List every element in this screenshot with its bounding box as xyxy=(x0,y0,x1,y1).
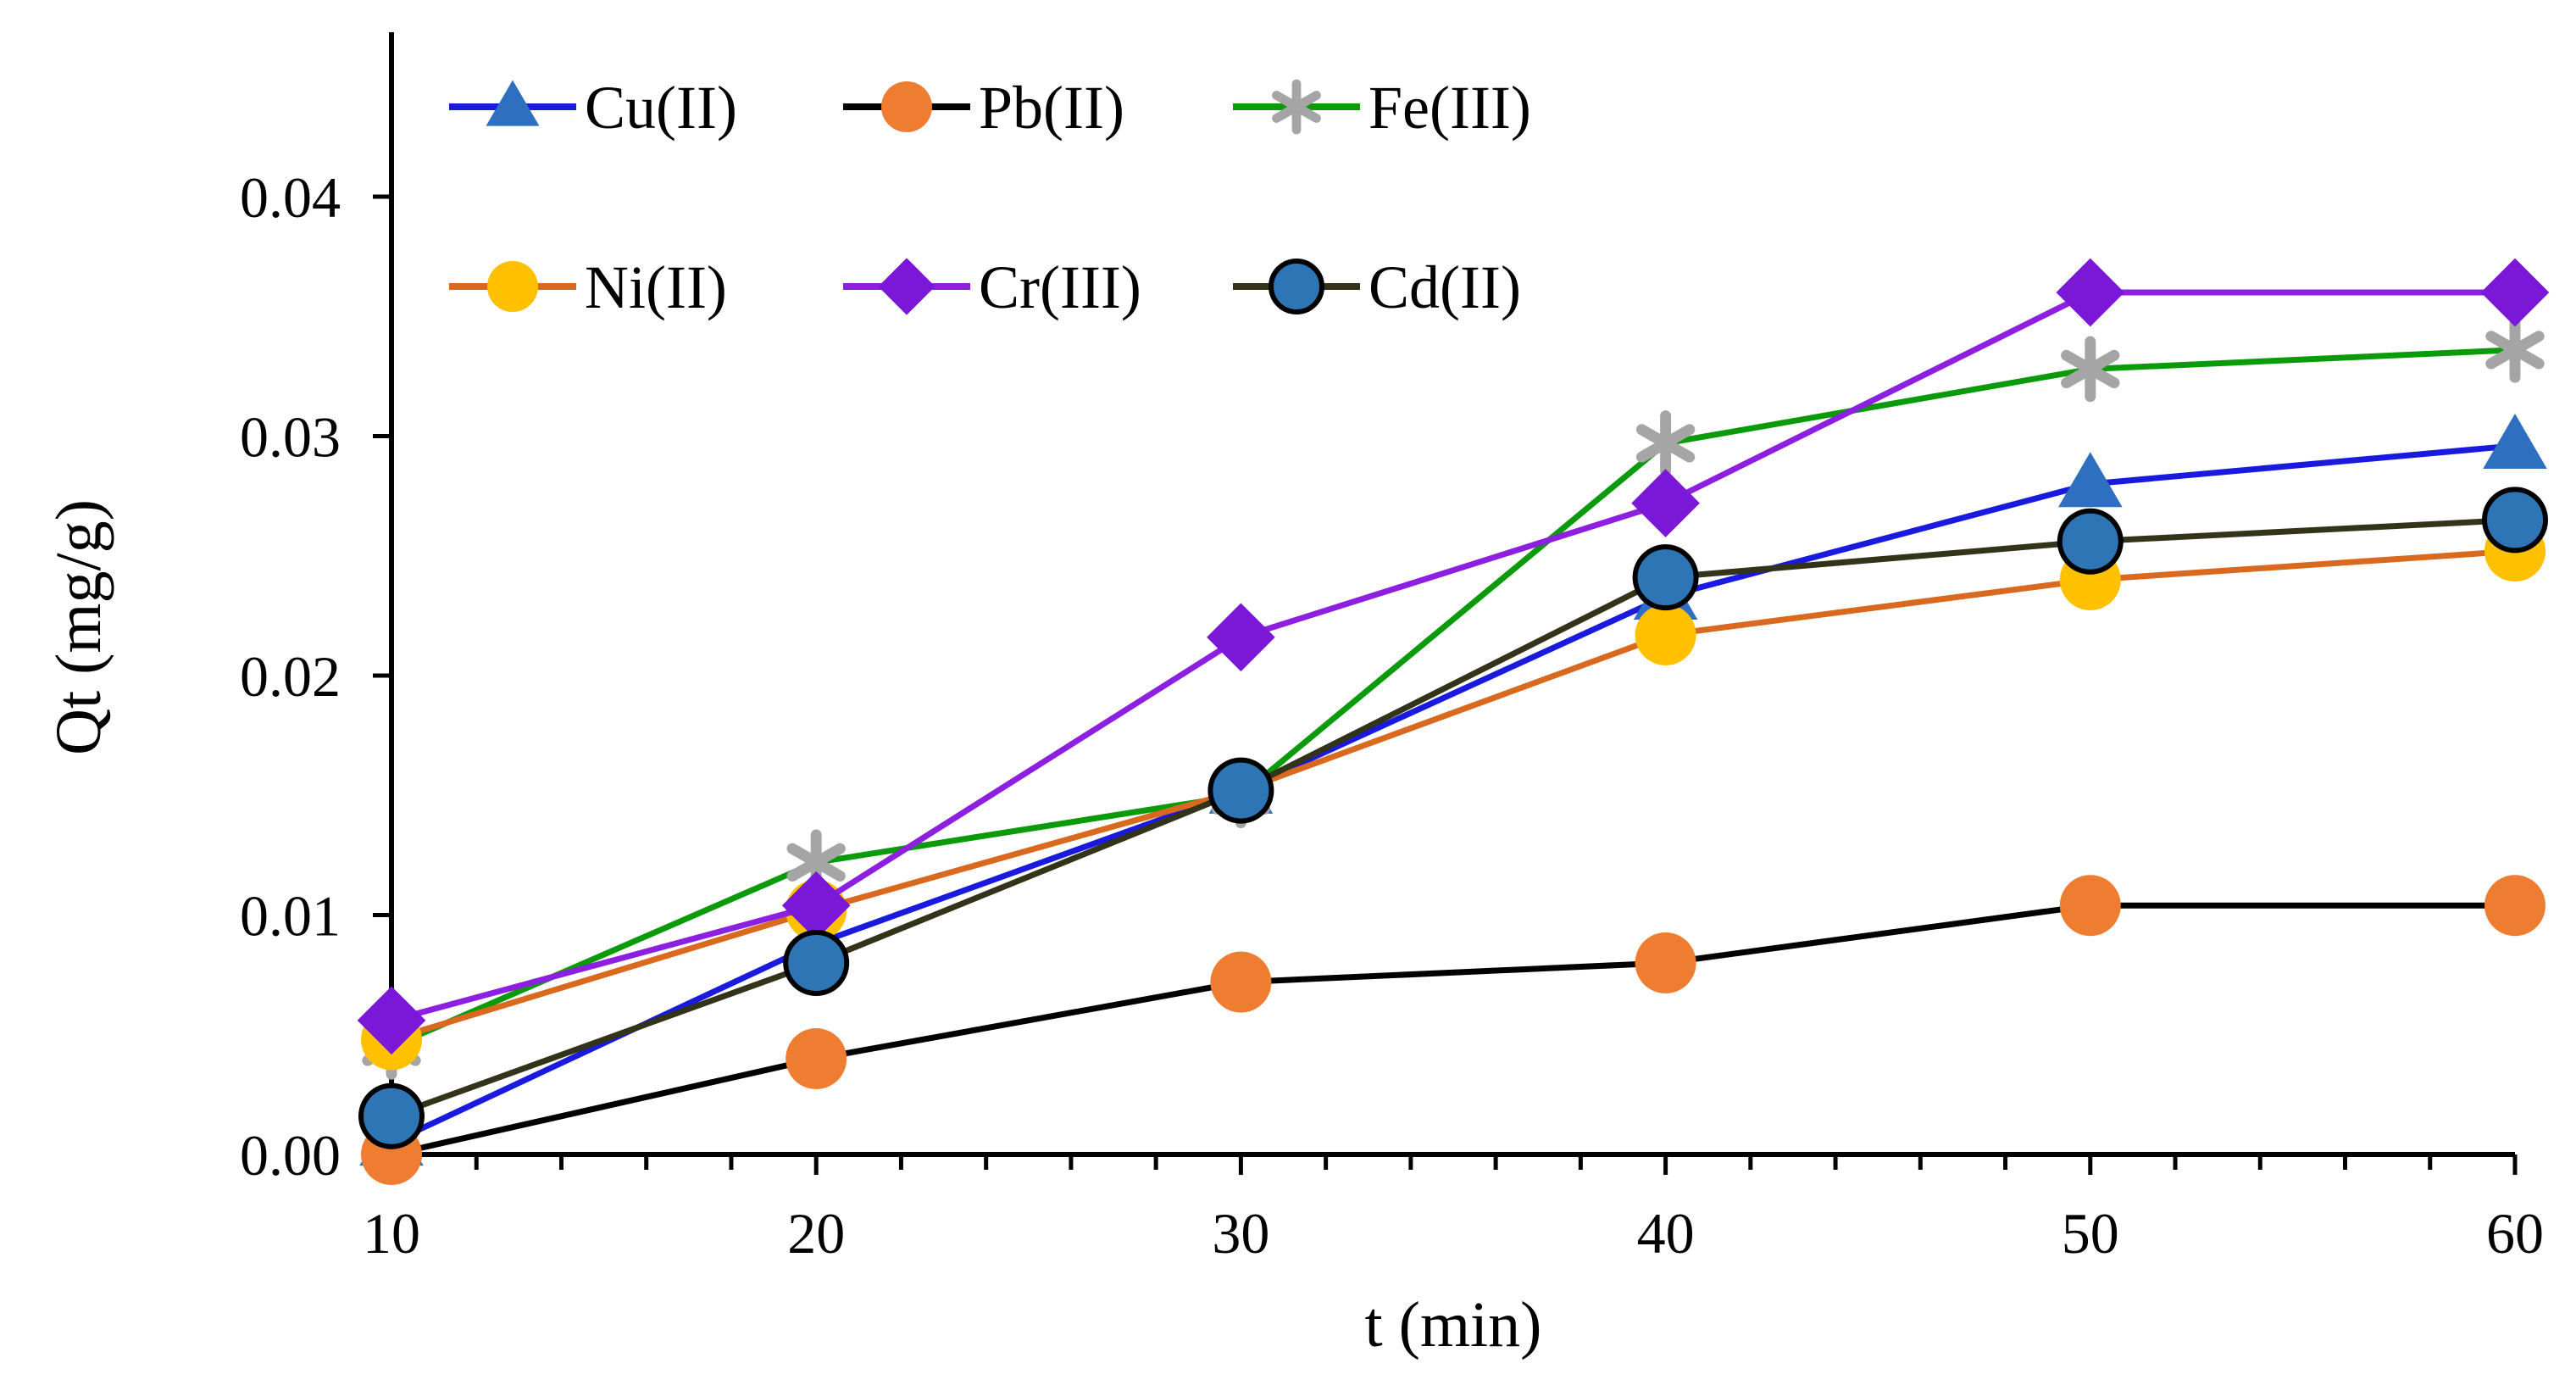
data-point-pb-ii xyxy=(786,1028,847,1089)
data-point-cu-ii xyxy=(2058,452,2123,508)
series-pb-ii xyxy=(361,875,2545,1185)
axes: 0.00 0.01 0.02 0.03 0.04 10 20 30 40 50 60 t (min) Q… xyxy=(43,32,2544,1360)
data-point-cr-iii xyxy=(357,986,426,1055)
y-tick-label: 0.01 xyxy=(240,884,341,949)
y-tick-label: 0.02 xyxy=(240,644,341,709)
series-cu-ii xyxy=(359,414,2547,1166)
legend-item-cd-ii: Cd(II) xyxy=(1233,253,1521,321)
legend-item-ni-ii: Ni(II) xyxy=(449,253,727,321)
data-point-cd-ii xyxy=(2482,487,2548,554)
series-fe-iii xyxy=(362,316,2545,1080)
legend-item-pb-ii: Pb(II) xyxy=(843,74,1124,142)
data-point-cr-iii xyxy=(1631,469,1700,537)
y-tick-label: 0.00 xyxy=(240,1123,341,1188)
legend-label: Ni(II) xyxy=(585,253,727,321)
series-ni-ii xyxy=(361,520,2545,1071)
data-point-pb-ii xyxy=(1635,932,1696,993)
legend-item-cr-iii: Cr(III) xyxy=(843,253,1141,321)
legend: Cu(II) Pb(II) Fe(III) Ni(II) Cr(III) Cd(II) xyxy=(449,74,1531,321)
legend-label: Cr(III) xyxy=(979,253,1141,321)
data-point-cu-ii xyxy=(2483,414,2547,470)
data-point-cr-iii xyxy=(2480,258,2550,327)
data-point-fe-iii xyxy=(2485,316,2545,383)
data-point-cd-ii xyxy=(358,1082,425,1149)
y-axis-title: Qt (mg/g) xyxy=(43,499,114,755)
x-tick-label: 50 xyxy=(2062,1201,2119,1266)
legend-swatch-marker xyxy=(881,81,932,132)
data-point-pb-ii xyxy=(2059,875,2121,937)
legend-swatch-marker xyxy=(1269,259,1324,314)
data-point-cd-ii xyxy=(2057,508,2124,575)
y-tick-label: 0.03 xyxy=(240,405,341,470)
data-point-cd-ii xyxy=(1208,757,1274,824)
x-tick-label: 30 xyxy=(1212,1201,1269,1266)
legend-item-cu-ii: Cu(II) xyxy=(449,74,737,142)
data-point-fe-iii xyxy=(2061,336,2120,403)
x-tick-label: 40 xyxy=(1637,1201,1695,1266)
series-line-fe-iii xyxy=(390,347,2516,1050)
legend-label: Cu(II) xyxy=(585,74,737,142)
series-line-pb-ii xyxy=(391,902,2515,1158)
series-cd-ii xyxy=(358,487,2548,1149)
data-point-pb-ii xyxy=(1210,951,1272,1013)
data-point-fe-iii xyxy=(1635,410,1696,476)
legend-label: Cd(II) xyxy=(1368,253,1521,321)
data-point-cr-iii xyxy=(781,871,851,940)
x-axis-title: t (min) xyxy=(1365,1289,1542,1360)
series-layer xyxy=(357,258,2550,1185)
x-tick-label: 60 xyxy=(2486,1201,2544,1266)
data-point-ni-ii xyxy=(1635,604,1696,665)
x-tick-label: 10 xyxy=(363,1201,420,1266)
series-line-cr-iii xyxy=(391,289,2515,1024)
legend-label: Pb(II) xyxy=(979,74,1124,142)
legend-label: Fe(III) xyxy=(1368,74,1531,142)
series-cr-iii xyxy=(357,258,2550,1055)
legend-item-fe-iii: Fe(III) xyxy=(1233,74,1531,142)
series-line-ni-ii xyxy=(390,548,2516,1043)
legend-swatch-marker xyxy=(1272,79,1321,135)
x-tick-label: 20 xyxy=(787,1201,845,1266)
series-line-cu-ii xyxy=(390,442,2516,1146)
legend-swatch-marker xyxy=(878,258,935,315)
data-point-cr-iii xyxy=(1207,603,1275,672)
data-point-cd-ii xyxy=(1632,544,1699,611)
legend-swatch-marker xyxy=(486,80,540,126)
y-tick-label: 0.04 xyxy=(240,165,341,230)
data-point-cr-iii xyxy=(2056,258,2125,327)
data-point-pb-ii xyxy=(2484,875,2545,937)
data-point-cd-ii xyxy=(783,930,850,996)
legend-swatch-marker xyxy=(487,261,538,312)
series-line-cd-ii xyxy=(390,516,2516,1120)
